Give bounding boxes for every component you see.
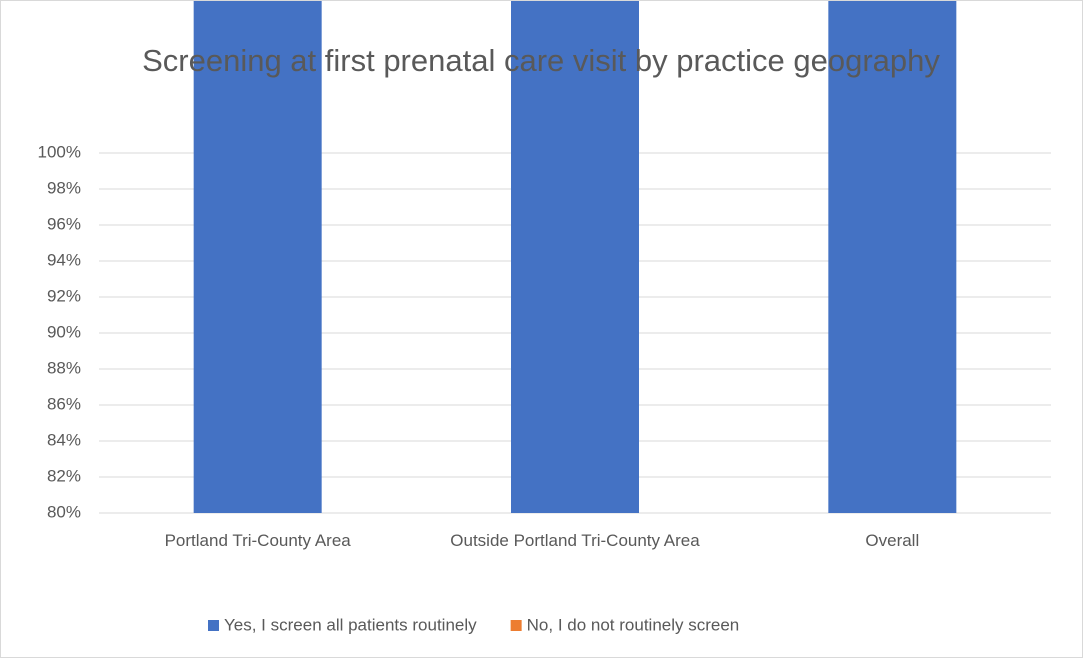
- y-tick-label: 100%: [38, 142, 81, 161]
- x-tick-label: Outside Portland Tri-County Area: [450, 531, 700, 550]
- bar-segment: [511, 1, 639, 513]
- y-tick-label: 88%: [47, 358, 81, 377]
- y-tick-label: 86%: [47, 394, 81, 413]
- legend-label: No, I do not routinely screen: [527, 615, 740, 634]
- y-tick-label: 94%: [47, 250, 81, 269]
- y-tick-label: 98%: [47, 178, 81, 197]
- y-tick-label: 84%: [47, 430, 81, 449]
- y-tick-label: 96%: [47, 214, 81, 233]
- bar-segment: [828, 1, 957, 513]
- legend-swatch: [208, 620, 219, 631]
- legend-label: Yes, I screen all patients routinely: [224, 615, 477, 634]
- chart-title: Screening at first prenatal care visit b…: [142, 43, 940, 78]
- y-tick-label: 92%: [47, 286, 81, 305]
- y-tick-label: 82%: [47, 466, 81, 485]
- x-tick-label: Overall: [865, 531, 920, 550]
- legend-swatch: [510, 620, 522, 631]
- bar-segment: [193, 1, 322, 513]
- x-tick-label: Portland Tri-County Area: [164, 531, 351, 550]
- y-tick-label: 80%: [47, 502, 81, 521]
- y-tick-label: 90%: [47, 322, 81, 341]
